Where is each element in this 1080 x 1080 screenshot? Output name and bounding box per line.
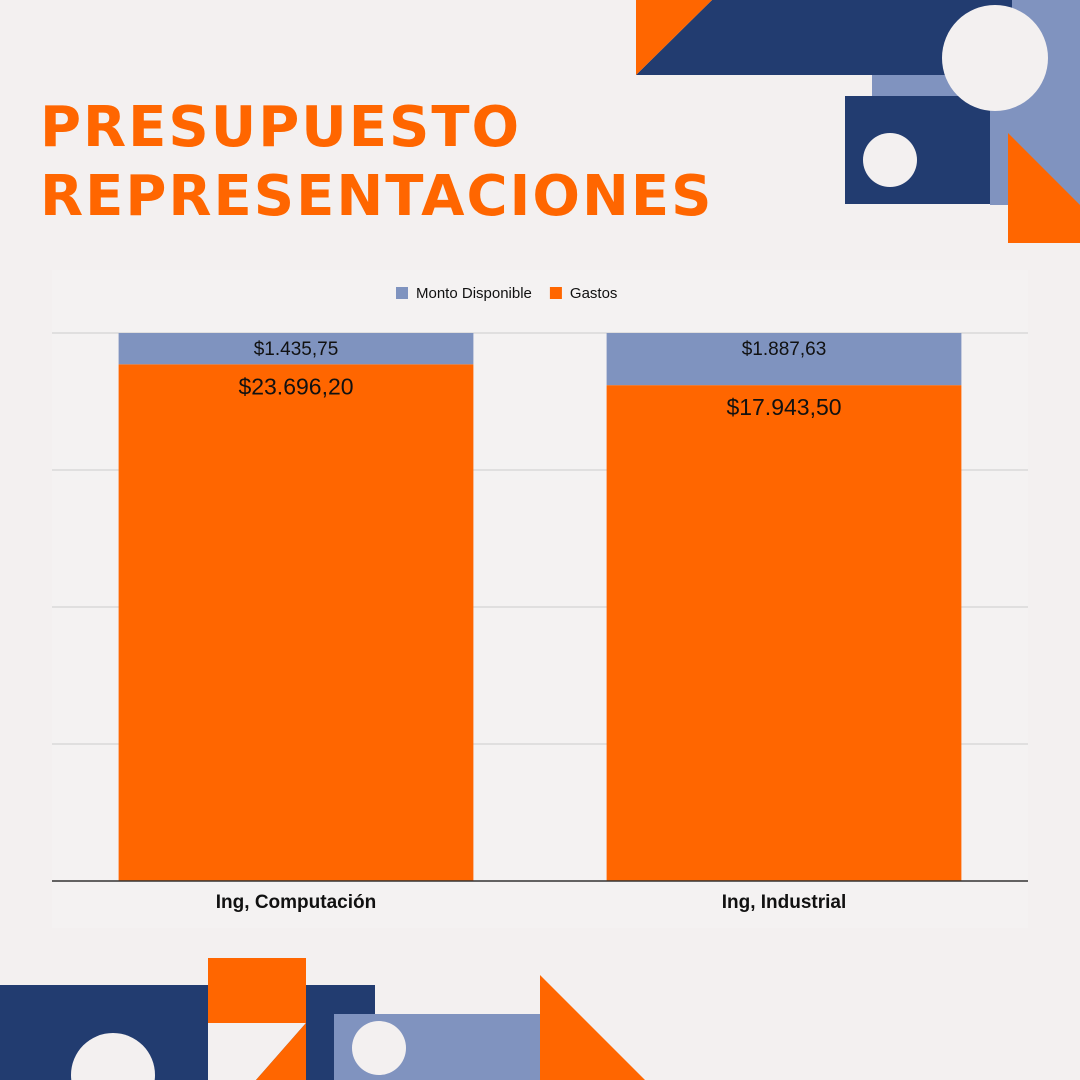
legend-swatch xyxy=(549,287,562,299)
decoration xyxy=(636,0,1080,243)
x-tick-label: Ing, Industrial xyxy=(722,892,847,913)
bar-segment xyxy=(606,385,962,881)
legend-swatch xyxy=(396,287,408,299)
bar-segment xyxy=(606,333,962,386)
data-label: $1.887,63 xyxy=(742,339,827,360)
legend-label: Gastos xyxy=(570,285,618,302)
data-label: $23.696,20 xyxy=(238,373,353,399)
title-line: PRESUPUESTO xyxy=(40,95,521,160)
data-label: $17.943,50 xyxy=(726,394,841,420)
data-label: $1.435,75 xyxy=(254,339,339,360)
title-line: REPRESENTACIONES xyxy=(40,164,713,229)
x-tick-label: Ing, Computación xyxy=(216,892,376,913)
bar-segment xyxy=(118,333,474,365)
decoration xyxy=(0,958,645,1080)
legend-label: Monto Disponible xyxy=(416,285,532,302)
bar-segment xyxy=(118,364,474,881)
